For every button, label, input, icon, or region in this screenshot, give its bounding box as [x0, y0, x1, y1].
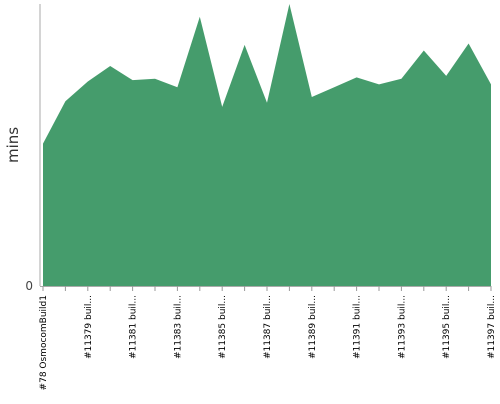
x-tick-label: #11379 buil...: [84, 295, 94, 359]
plot-area: [43, 4, 491, 286]
series-area: [43, 4, 491, 286]
x-tick-label: #11381 buil...: [129, 295, 139, 359]
x-tick-label: #11385 buil...: [218, 295, 228, 359]
x-tick-label: #78 OsmocomBuild1: [39, 295, 49, 390]
x-tick-label: #11389 buil...: [308, 295, 318, 359]
x-tick-label: #11383 buil...: [173, 295, 183, 359]
y-tick-label: 0: [25, 279, 33, 293]
y-axis-label: mins: [4, 127, 22, 163]
x-tick-label: #11395 buil...: [442, 295, 452, 359]
x-tick-label: #11393 buil...: [397, 295, 407, 359]
x-tick-label: #11397 buil...: [487, 295, 497, 359]
axes: 0 #78 OsmocomBuild1 #11379 buil... #11381 b…: [25, 4, 497, 390]
x-tick-label: #11387 buil...: [263, 295, 273, 359]
x-tick-label: #11391 buil...: [353, 295, 363, 359]
